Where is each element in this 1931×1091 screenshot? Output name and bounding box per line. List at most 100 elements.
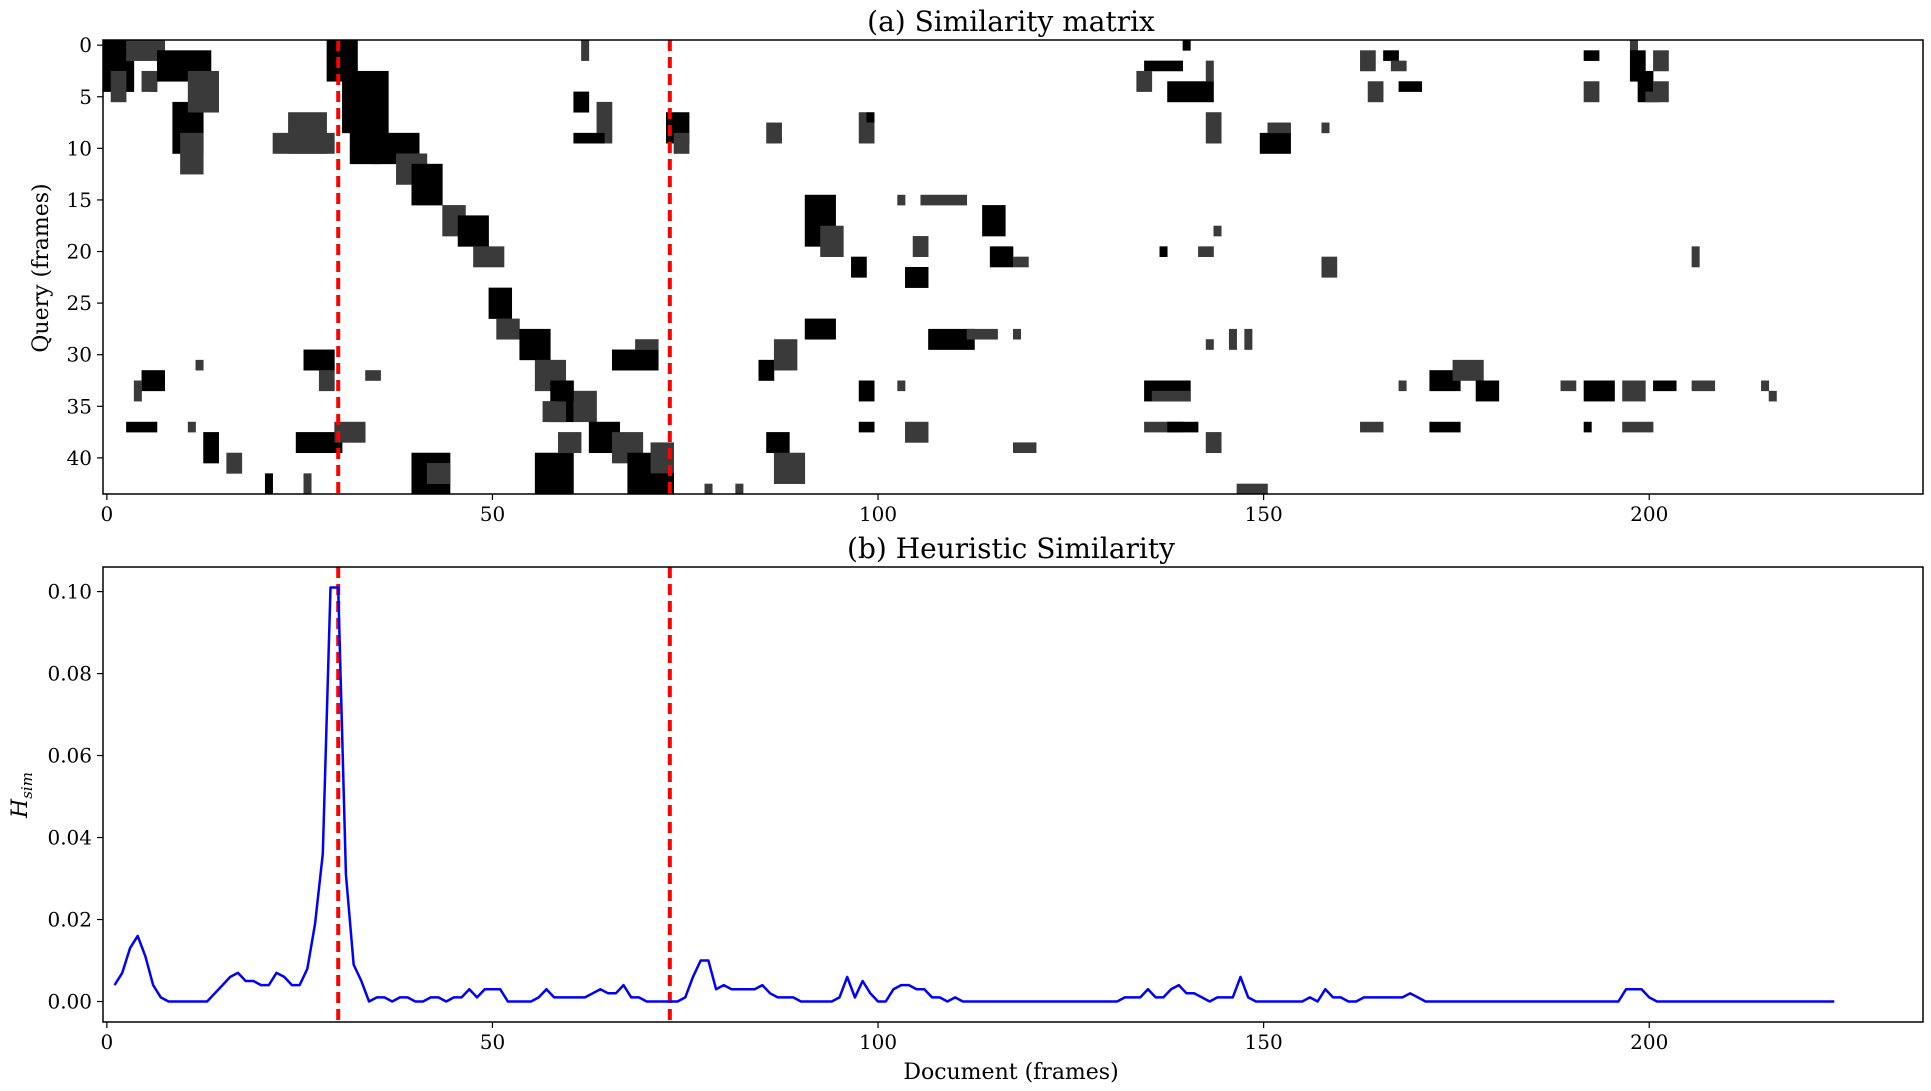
- heatmap-cell: [203, 432, 219, 464]
- heatmap-cell: [226, 452, 243, 474]
- heatmap-cell: [519, 328, 551, 361]
- heatmap-cell: [758, 359, 775, 381]
- x-tick-label: 0: [100, 1030, 113, 1054]
- heatmap-cell: [1013, 328, 1022, 340]
- y-tick-label: 0.04: [47, 826, 92, 850]
- heatmap-cell: [473, 246, 505, 268]
- y-tick-label: 10: [67, 136, 92, 160]
- heatmap-cell: [1452, 359, 1484, 381]
- y-tick-label: 0.02: [47, 908, 92, 932]
- y-tick-label: 0: [79, 33, 92, 57]
- heatmap-cell: [141, 370, 165, 392]
- heatmap-cell: [912, 236, 929, 257]
- heatmap-cell: [773, 339, 798, 371]
- heatmap-cell: [558, 380, 574, 402]
- heatmap-cell: [1583, 421, 1592, 433]
- heatmap-cell: [635, 473, 674, 495]
- heatmap-cell: [1167, 421, 1199, 433]
- heatmap-cell: [126, 421, 158, 433]
- heatmap-cell: [318, 370, 335, 392]
- heatmap-cell: [1267, 122, 1291, 134]
- heatmap-cell: [488, 287, 513, 319]
- heatmap-cell: [1360, 421, 1384, 433]
- heatmap-cell: [1629, 40, 1638, 51]
- y-tick-label: 20: [67, 240, 92, 264]
- y-tick-label: 0.10: [47, 580, 92, 604]
- heatmap-cell: [1182, 40, 1191, 51]
- heatmap-cell: [928, 328, 975, 350]
- heatmap-cell: [1228, 328, 1237, 350]
- heatmap-cell: [534, 452, 574, 495]
- heatmap-cell: [1321, 122, 1330, 134]
- heatmap-cell: [133, 380, 142, 402]
- heatmap-cell: [1144, 60, 1183, 72]
- heatmap-cell: [1198, 246, 1214, 257]
- heatmap-cell: [866, 122, 875, 144]
- heatmap-cell: [1136, 70, 1153, 92]
- heatmap-cell: [766, 432, 790, 454]
- x-ticks-a: 0 50 100 150 200: [100, 494, 1668, 526]
- heatmap-cell: [272, 132, 335, 154]
- heatmap-cell: [1653, 81, 1669, 103]
- y-tick-label: 0.08: [47, 662, 92, 686]
- heatmap-cell: [897, 194, 906, 206]
- heatmap-cell: [149, 81, 158, 92]
- heatmap-cell: [334, 421, 366, 443]
- heatmap-cell: [1236, 483, 1268, 495]
- heatmap-cell: [573, 132, 605, 144]
- x-tick-label: 100: [859, 1030, 897, 1054]
- heatmap-cell: [411, 163, 443, 206]
- heatmap-cell: [897, 380, 906, 392]
- heatmap-cell: [1768, 390, 1777, 402]
- y-tick-label: 5: [79, 85, 92, 109]
- heatmap-cell: [295, 432, 343, 454]
- heatmap-cell: [1653, 380, 1677, 392]
- heatmap-cell: [1205, 339, 1214, 350]
- panel-a-ylabel: Query (frames): [29, 183, 54, 352]
- heatmap-cell: [704, 483, 713, 495]
- heatmap-cell: [1383, 50, 1399, 61]
- heatmap-cell: [920, 194, 968, 206]
- heatmap-cell: [635, 339, 659, 350]
- heatmap-cell: [1622, 380, 1646, 402]
- x-tick-label: 200: [1630, 502, 1668, 526]
- heatmap-cell: [1622, 421, 1654, 433]
- heatmap-cell: [573, 390, 597, 423]
- panel-b-ylabel: Hsim: [8, 772, 36, 819]
- panel-b-title: (b) Heuristic Similarity: [847, 532, 1175, 565]
- panel-b-frame: [102, 566, 1924, 1023]
- heatmap-cell: [766, 122, 782, 144]
- heatmap-cell: [1429, 421, 1461, 433]
- heatmap-cell: [804, 318, 836, 340]
- y-tick-label: 35: [67, 394, 92, 418]
- heatmap-cell: [989, 246, 1014, 268]
- heatmap-cell: [264, 473, 273, 495]
- panel-b-xlabel: Document (frames): [903, 1060, 1118, 1085]
- heatmap-cell: [905, 421, 929, 443]
- heatmap-cell: [110, 70, 127, 103]
- heatmap-cell: [858, 112, 867, 144]
- y-tick-label: 30: [67, 343, 92, 367]
- heatmap-cell: [1367, 81, 1384, 103]
- heatmap-cell: [905, 267, 929, 288]
- panel-a-title: (a) Similarity matrix: [867, 5, 1155, 38]
- heatmap-cell: [1653, 50, 1669, 72]
- x-tick-label: 150: [1245, 1030, 1283, 1054]
- heatmap-cell: [1205, 60, 1214, 82]
- heatmap-cell: [773, 452, 806, 484]
- heatmap-cell: [496, 318, 520, 340]
- heatmap-cell: [303, 349, 335, 371]
- heatmap-cell: [1691, 256, 1700, 268]
- heatmap-cell: [673, 132, 690, 154]
- heatmap-cell: [851, 256, 867, 278]
- heatmap-cell: [303, 473, 312, 495]
- heatmap-cell: [1398, 81, 1423, 92]
- heatmap-cell: [1144, 421, 1183, 433]
- heatmap-cell: [1205, 112, 1222, 144]
- heatmap-cell: [1583, 81, 1600, 103]
- heatmap-cell: [457, 215, 489, 247]
- ylabel-sub: sim: [18, 772, 36, 799]
- heatmap-cell: [126, 40, 165, 61]
- heatmap-cell: [1167, 81, 1214, 103]
- panel-b: (b) Heuristic Similarity 0 50 100 150 200 0.…: [8, 532, 1924, 1085]
